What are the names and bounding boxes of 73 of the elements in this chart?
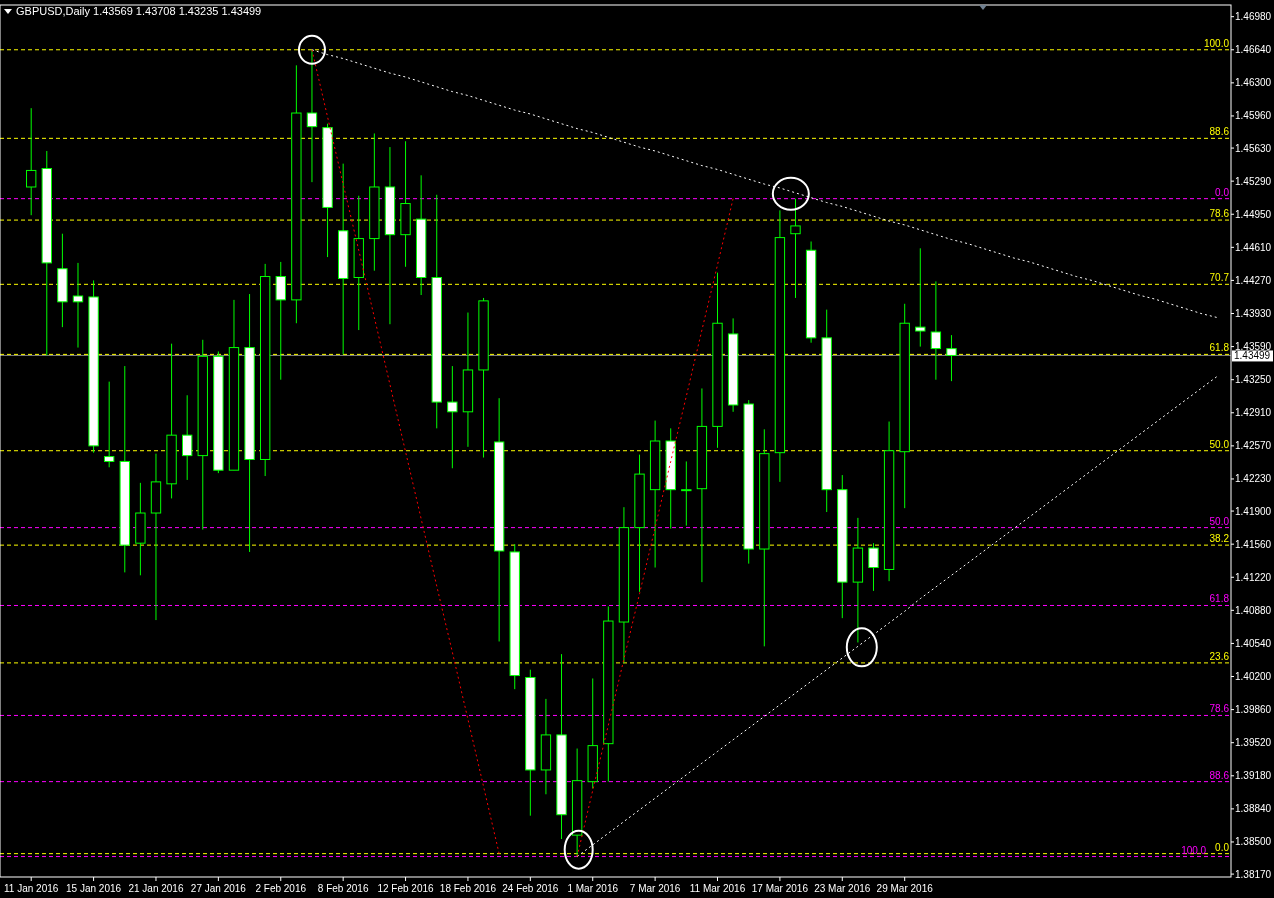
line-series bbox=[576, 198, 734, 858]
x-tick-label: 2 Feb 2016 bbox=[255, 883, 307, 894]
y-tick-label: 1.45630 bbox=[1235, 142, 1272, 154]
x-tick-label: 12 Feb 2016 bbox=[377, 883, 435, 894]
ref-line-label: 1.43499 bbox=[1234, 350, 1271, 362]
candlestick bbox=[104, 381, 115, 468]
y-tick-label: 1.43590 bbox=[1235, 341, 1272, 353]
y-tick-label: 1.40880 bbox=[1235, 604, 1272, 616]
annotation: 100.0 bbox=[1181, 844, 1207, 856]
y-tick-label: 1.39520 bbox=[1235, 737, 1272, 749]
annotation: 23.6 bbox=[1209, 650, 1230, 662]
x-tick-label: 29 Mar 2016 bbox=[876, 883, 934, 894]
annotation: 70.7 bbox=[1209, 272, 1230, 284]
annotation: 88.6 bbox=[1209, 769, 1230, 781]
annotation: 38.2 bbox=[1209, 533, 1230, 545]
y-tick-label: 1.42230 bbox=[1235, 473, 1272, 485]
annotation: 61.8 bbox=[1209, 593, 1230, 605]
y-tick-label: 1.46980 bbox=[1235, 11, 1272, 23]
candlestick bbox=[26, 107, 37, 216]
y-tick-label: 1.46640 bbox=[1235, 44, 1272, 56]
candlestick bbox=[681, 460, 692, 527]
x-tick-label: 23 Mar 2016 bbox=[814, 883, 871, 894]
y-tick-label: 1.40540 bbox=[1235, 637, 1272, 649]
y-tick-label: 1.41560 bbox=[1235, 538, 1272, 550]
candlestick bbox=[72, 262, 84, 349]
x-tick-label: 7 Mar 2016 bbox=[629, 883, 681, 894]
candlestick bbox=[946, 334, 957, 382]
y-tick-label: 1.42910 bbox=[1235, 407, 1272, 419]
y-tick-label: 1.44610 bbox=[1235, 241, 1272, 253]
y-tick-label: 1.38500 bbox=[1235, 836, 1272, 848]
y-tick-label: 1.43930 bbox=[1235, 308, 1272, 320]
candlestick bbox=[182, 394, 193, 481]
candlestick bbox=[868, 542, 879, 592]
annotation: 50.0 bbox=[1209, 515, 1230, 527]
candlestick bbox=[790, 198, 801, 299]
annotation: 0.0 bbox=[1215, 841, 1230, 853]
y-tick-label: 1.43250 bbox=[1235, 374, 1272, 386]
candlestick bbox=[275, 261, 286, 381]
y-tick-label: 1.38170 bbox=[1235, 868, 1272, 880]
x-tick-label: 24 Feb 2016 bbox=[502, 883, 559, 894]
y-tick-label: 1.42570 bbox=[1235, 440, 1272, 452]
candlestick bbox=[915, 247, 926, 348]
y-tick-label: 1.41220 bbox=[1235, 571, 1272, 583]
x-tick-label: 27 Jan 2016 bbox=[190, 883, 247, 894]
annotation: 88.6 bbox=[1209, 126, 1230, 138]
y-tick-label: 1.44950 bbox=[1235, 208, 1272, 220]
y-tick-label: 1.45960 bbox=[1235, 110, 1272, 122]
candlestick bbox=[930, 280, 942, 381]
y-tick-label: 1.39180 bbox=[1235, 770, 1272, 782]
x-tick-label: 11 Mar 2016 bbox=[689, 883, 746, 894]
x-tick-label: 17 Mar 2016 bbox=[751, 883, 809, 894]
y-tick-label: 1.41900 bbox=[1235, 505, 1272, 517]
x-tick-label: 18 Feb 2016 bbox=[439, 883, 497, 894]
y-tick-label: 1.38840 bbox=[1235, 803, 1272, 815]
chart-title: GBPUSD,Daily 1.43569 1.43708 1.43235 1.43499 bbox=[16, 5, 262, 17]
y-tick-label: 1.46300 bbox=[1235, 77, 1272, 89]
x-tick-label: 11 Jan 2016 bbox=[4, 883, 59, 894]
annotation: 50.0 bbox=[1209, 438, 1230, 450]
y-tick-label: 1.45290 bbox=[1235, 175, 1272, 187]
annotation: 0.0 bbox=[1215, 186, 1230, 198]
x-tick-label: 15 Jan 2016 bbox=[66, 883, 122, 894]
x-tick-label: 8 Feb 2016 bbox=[317, 883, 369, 894]
annotation: 100.0 bbox=[1203, 37, 1230, 49]
y-tick-label: 1.40200 bbox=[1235, 671, 1272, 683]
x-tick-label: 1 Mar 2016 bbox=[567, 883, 619, 894]
y-tick-label: 1.39860 bbox=[1235, 704, 1272, 716]
annotation: 78.6 bbox=[1209, 703, 1230, 715]
candlestick bbox=[306, 49, 318, 183]
annotation: 61.8 bbox=[1209, 342, 1230, 354]
y-tick-label: 1.44270 bbox=[1235, 274, 1272, 286]
x-tick-label: 21 Jan 2016 bbox=[128, 883, 184, 894]
candlestick bbox=[447, 365, 458, 469]
annotation: 78.6 bbox=[1209, 208, 1230, 220]
